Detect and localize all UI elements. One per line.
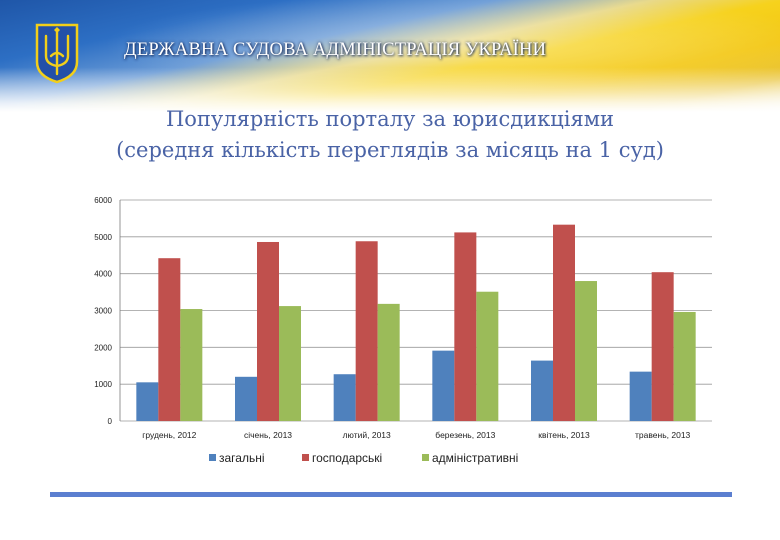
bar-загальні [333, 374, 356, 421]
bar-адміністративні [180, 309, 203, 421]
y-tick-label: 3000 [94, 307, 112, 316]
y-tick-label: 4000 [94, 270, 112, 279]
legend-swatch-адміністративні [422, 454, 429, 461]
bar-господарські [355, 241, 378, 421]
bar-господарські [651, 272, 674, 421]
legend-swatch-загальні [209, 454, 216, 461]
page-title: Популярність порталу за юрисдикціями (се… [0, 104, 780, 166]
bar-загальні [629, 371, 652, 421]
x-tick-label: травень, 2013 [635, 430, 691, 440]
bar-chart: 0 1000 2000 3000 4000 5000 6000 грудень, 2012 сі… [94, 196, 712, 465]
bar-адміністративні [377, 303, 400, 421]
bottom-divider [50, 492, 732, 497]
bar-адміністративні [476, 291, 499, 421]
bar-адміністративні [575, 281, 597, 421]
y-tick-label: 5000 [94, 233, 112, 242]
x-tick-label: грудень, 2012 [142, 430, 196, 440]
bar-загальні [136, 382, 159, 421]
bar-господарські [454, 232, 477, 421]
title-line-1: Популярність порталу за юрисдикціями [165, 107, 615, 131]
y-tick-label: 0 [108, 417, 113, 426]
x-tick-label: лютий, 2013 [343, 430, 391, 440]
legend-label: господарські [312, 451, 382, 465]
x-tick-label: квітень, 2013 [538, 430, 590, 440]
x-tick-label: березень, 2013 [435, 430, 495, 440]
y-tick-label: 6000 [94, 196, 112, 205]
bar-господарські [158, 258, 181, 421]
bar-адміністративні [673, 311, 696, 421]
bar-загальні [531, 360, 553, 421]
legend-swatch-господарські [302, 454, 309, 461]
trident-icon [35, 23, 79, 84]
y-tick-label: 2000 [94, 343, 112, 352]
bar-загальні [235, 376, 257, 421]
y-tick-label: 1000 [94, 380, 112, 389]
bar-господарські [257, 241, 279, 421]
bar-адміністративні [279, 306, 301, 421]
organization-name: ДЕРЖАВНА СУДОВА АДМІНІСТРАЦІЯ УКРАЇНИ [124, 40, 547, 60]
x-tick-label: січень, 2013 [244, 430, 292, 440]
legend-label: загальні [219, 451, 265, 465]
title-line-2: (середня кількість переглядів за місяць … [116, 138, 664, 162]
legend-label: адміністративні [432, 451, 518, 465]
header-banner [0, 0, 780, 112]
bar-загальні [432, 350, 455, 421]
bar-господарські [553, 224, 575, 421]
